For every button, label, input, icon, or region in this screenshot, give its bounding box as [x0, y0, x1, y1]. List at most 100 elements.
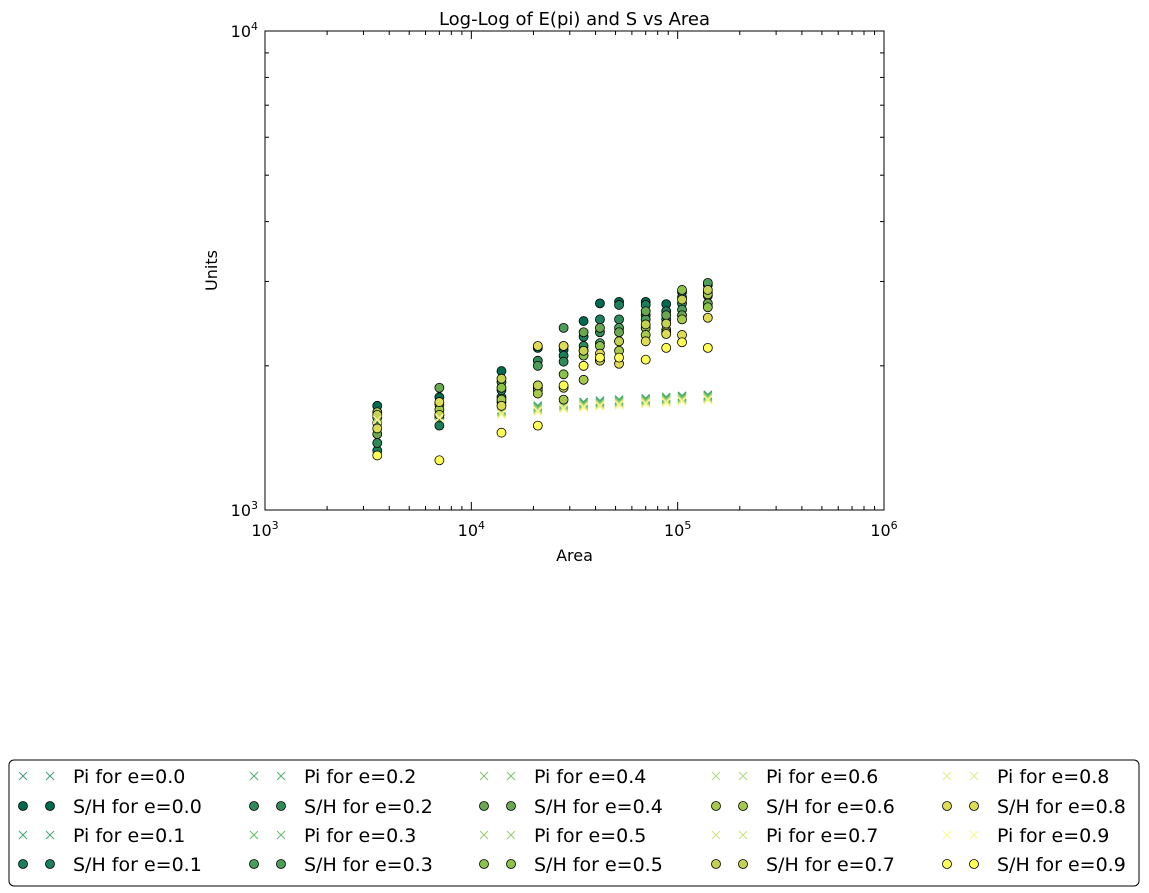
legend-marker — [969, 801, 979, 811]
data-point — [578, 327, 589, 338]
legend-label: Pi for e=0.7 — [766, 825, 878, 847]
legend-marker — [249, 801, 259, 811]
series-s-h-for-e-0-9 — [372, 337, 713, 466]
legend-marker-x-stroke-b — [506, 771, 516, 781]
legend-marker-x — [276, 830, 286, 840]
data-point — [434, 397, 445, 407]
legend-marker-x-stroke-b — [711, 830, 721, 840]
chart-title: Log-Log of E(pi) and S vs Area — [439, 9, 710, 30]
legend-entry: S/H for e=0.5 — [479, 854, 663, 876]
data-point — [372, 423, 383, 434]
data-point — [496, 382, 507, 393]
data-point — [595, 314, 605, 325]
legend-marker — [711, 801, 721, 811]
legend-label: Pi for e=0.1 — [73, 825, 185, 847]
data-point — [372, 438, 383, 448]
data-point — [558, 341, 569, 351]
data-point — [661, 310, 672, 321]
x-tick-label-base: 10 — [870, 521, 890, 540]
x-axis-label: Area — [556, 546, 593, 565]
legend-marker-x-stroke-b — [738, 771, 748, 781]
data-point — [578, 360, 589, 371]
data-point — [614, 300, 624, 310]
data-point-x — [497, 410, 506, 420]
legend-entry: Pi for e=0.6 — [711, 766, 878, 788]
data-point-x-stroke-b — [614, 400, 624, 410]
legend-marker-x — [711, 830, 721, 840]
legend-label: Pi for e=0.2 — [304, 766, 416, 788]
data-point — [434, 382, 445, 393]
data-point-x-stroke-b — [497, 410, 506, 420]
data-point-x — [595, 402, 605, 411]
legend-label: Pi for e=0.3 — [304, 825, 416, 847]
legend-marker — [738, 859, 748, 869]
legend-marker-x — [969, 830, 979, 840]
data-point — [595, 322, 605, 333]
legend-entry: S/H for e=0.0 — [18, 796, 202, 818]
legend-label: S/H for e=0.3 — [304, 854, 433, 876]
legend-marker-x — [942, 830, 952, 840]
legend-label: S/H for e=0.4 — [534, 796, 663, 818]
legend-entry: S/H for e=0.4 — [479, 796, 663, 818]
legend-marker — [942, 859, 952, 869]
data-point-x — [579, 403, 589, 413]
x-tick-label-exponent: 4 — [478, 519, 485, 532]
legend-marker-x-stroke-b — [45, 830, 55, 840]
legend-marker-x — [506, 771, 516, 781]
legend-marker-x — [969, 771, 979, 781]
data-point — [677, 314, 687, 325]
legend-entry: Pi for e=0.3 — [249, 825, 416, 847]
data-point — [702, 302, 713, 313]
legend-marker-x-stroke-b — [738, 830, 748, 840]
data-point — [614, 314, 624, 325]
data-point — [614, 327, 624, 338]
data-point — [702, 285, 713, 295]
data-point-x — [533, 407, 543, 417]
legend-label: S/H for e=0.7 — [766, 854, 895, 876]
legend-label: S/H for e=0.6 — [766, 796, 895, 818]
data-point — [434, 420, 445, 431]
data-point — [661, 318, 672, 329]
legend-label: Pi for e=0.8 — [997, 766, 1109, 788]
legend-marker-x-stroke-b — [249, 771, 259, 781]
legend-marker-x-stroke-b — [18, 771, 28, 781]
data-point — [558, 369, 569, 380]
legend-entry: Pi for e=0.0 — [18, 766, 185, 788]
legend-marker — [479, 801, 489, 811]
axes-frame — [264, 30, 885, 511]
legend-label: S/H for e=0.8 — [997, 796, 1126, 818]
data-point — [661, 329, 672, 339]
legend-marker — [506, 859, 516, 869]
data-point-x-stroke-b — [677, 397, 687, 406]
legend-marker-x-stroke-b — [969, 830, 979, 840]
legend-marker — [711, 859, 721, 869]
data-point — [496, 427, 507, 438]
legend-entry: S/H for e=0.8 — [942, 796, 1126, 818]
legend-label: Pi for e=0.0 — [73, 766, 185, 788]
legend-marker — [276, 801, 286, 811]
legend-entry: Pi for e=0.9 — [942, 825, 1109, 847]
data-marks — [372, 277, 713, 466]
x-tick-label: 106 — [870, 519, 897, 540]
legend-marker — [969, 859, 979, 869]
legend-entry: Pi for e=0.1 — [18, 825, 185, 847]
data-point — [614, 336, 624, 347]
legend-marker-x — [506, 830, 516, 840]
legend-marker — [479, 859, 489, 869]
legend-entry: S/H for e=0.9 — [942, 854, 1126, 876]
data-point — [640, 319, 651, 330]
x-tick-label-base: 10 — [664, 521, 684, 540]
x-tick-label-exponent: 3 — [272, 519, 279, 532]
legend-marker — [942, 801, 952, 811]
legend-marker — [738, 801, 748, 811]
legend-label: S/H for e=0.2 — [304, 796, 433, 818]
legend-marker-x — [738, 830, 748, 840]
x-tick-label: 103 — [251, 519, 278, 540]
legend-marker-x — [249, 830, 259, 840]
legend-marker-x — [276, 771, 286, 781]
data-point — [558, 394, 569, 405]
y-tick-label: 104 — [231, 20, 258, 41]
data-point — [532, 380, 543, 391]
